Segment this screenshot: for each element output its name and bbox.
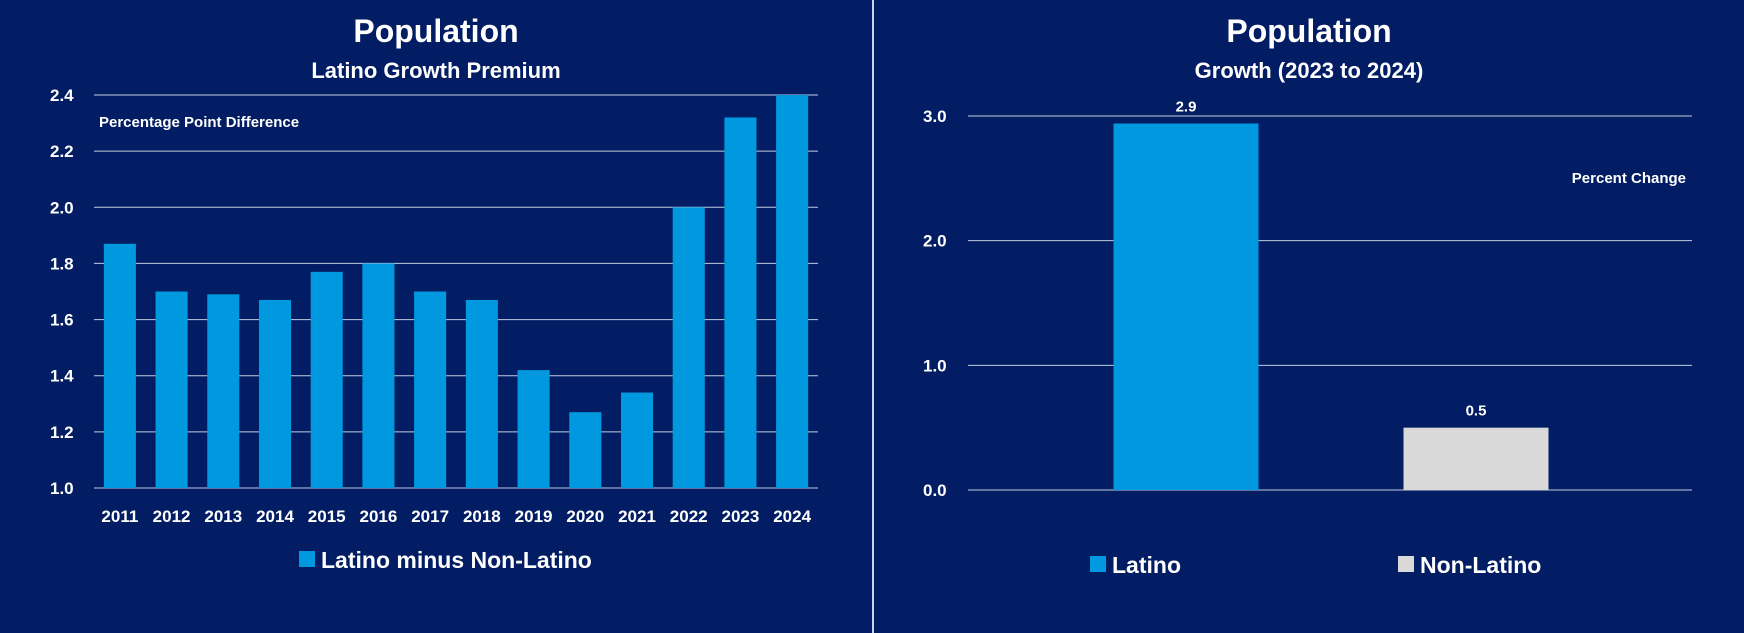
bars <box>1113 123 1549 490</box>
x-tick-label: 2012 <box>153 507 191 526</box>
y-tick-label: 1.6 <box>50 311 74 330</box>
x-tick-label: 2024 <box>773 507 811 526</box>
x-tick-label: 2023 <box>722 507 760 526</box>
bar-2020 <box>569 412 602 488</box>
bars <box>103 95 809 489</box>
chart-subtitle: Growth (2023 to 2024) <box>1195 58 1424 83</box>
legend: Latino Non-Latino <box>1090 552 1541 578</box>
bar-2013 <box>207 294 240 488</box>
x-tick-label: 2020 <box>566 507 604 526</box>
y-axis-note: Percentage Point Difference <box>99 114 299 131</box>
x-tick-label: 2016 <box>360 507 398 526</box>
legend-swatch <box>299 551 315 567</box>
y-tick-label: 1.8 <box>50 254 74 273</box>
bar-2012 <box>155 291 188 488</box>
latino-growth-premium-chart: Population Latino Growth Premium Percent… <box>50 13 818 573</box>
x-tick-label: 2014 <box>256 507 294 526</box>
y-tick-label: 1.0 <box>50 479 74 498</box>
left-chart-panel: Population Latino Growth Premium Percent… <box>50 13 818 573</box>
data-labels: 2.9 0.5 <box>1176 98 1487 419</box>
x-tick-label: 2019 <box>515 507 553 526</box>
x-tick-label: 2021 <box>618 507 656 526</box>
y-axis-note: Percent Change <box>1572 170 1686 187</box>
chart-title: Population <box>1226 13 1391 49</box>
bar-2017 <box>414 291 447 488</box>
y-tick-label: 2.0 <box>50 198 74 217</box>
legend-label-non-latino: Non-Latino <box>1420 552 1541 578</box>
y-tick-labels: 0.0 1.0 2.0 3.0 <box>923 107 947 500</box>
data-label: 0.5 <box>1466 403 1487 420</box>
bar-2022 <box>672 207 705 489</box>
legend: Latino minus Non-Latino <box>299 547 592 573</box>
y-tick-label: 3.0 <box>923 107 947 126</box>
x-tick-labels: 2011 2012 2013 2014 2015 2016 2017 2018 2019 2020… <box>101 507 811 526</box>
y-tick-label: 1.0 <box>923 356 947 375</box>
bar-non-latino <box>1403 427 1549 490</box>
bar-2015 <box>310 271 343 488</box>
y-tick-label: 2.0 <box>923 232 947 251</box>
panel-divider <box>872 0 874 633</box>
x-tick-label: 2022 <box>670 507 708 526</box>
x-tick-label: 2018 <box>463 507 501 526</box>
bar-2023 <box>724 117 757 488</box>
chart-subtitle: Latino Growth Premium <box>311 58 560 83</box>
right-chart-panel: Population Growth (2023 to 2024) Percent… <box>874 0 1744 633</box>
bar-2019 <box>517 370 550 488</box>
bar-2021 <box>620 392 654 488</box>
bar-2011 <box>103 243 136 488</box>
bar-latino <box>1113 123 1259 490</box>
y-tick-label: 2.2 <box>50 142 74 161</box>
data-label: 2.9 <box>1176 98 1197 115</box>
x-tick-label: 2011 <box>101 507 138 526</box>
gridlines <box>968 115 1692 491</box>
chart-title: Population <box>353 13 518 49</box>
bar-2016 <box>362 263 395 488</box>
x-tick-label: 2017 <box>411 507 449 526</box>
legend-label: Latino minus Non-Latino <box>321 547 592 573</box>
y-tick-label: 0.0 <box>923 481 947 500</box>
legend-swatch-latino <box>1090 556 1106 572</box>
x-tick-label: 2015 <box>308 507 346 526</box>
y-tick-labels: 1.0 1.2 1.4 1.6 1.8 2.0 2.2 2.4 <box>50 86 74 498</box>
bar-2018 <box>465 299 498 488</box>
legend-label-latino: Latino <box>1112 552 1181 578</box>
y-tick-label: 1.2 <box>50 423 74 442</box>
gridlines <box>94 94 818 489</box>
y-tick-label: 1.4 <box>50 367 74 386</box>
bar-2014 <box>258 299 292 488</box>
y-tick-label: 2.4 <box>50 86 74 105</box>
x-tick-label: 2013 <box>204 507 242 526</box>
population-growth-chart: Population Growth (2023 to 2024) Percent… <box>923 13 1692 578</box>
bar-2024 <box>776 95 809 488</box>
legend-swatch-non-latino <box>1398 556 1414 572</box>
